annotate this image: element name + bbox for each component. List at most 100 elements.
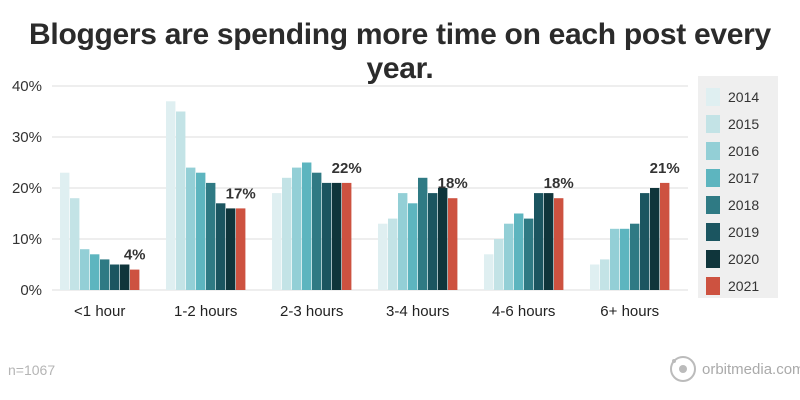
bar-2019: [110, 264, 120, 290]
bar-2014: [590, 264, 600, 290]
y-tick-label: 20%: [12, 180, 42, 197]
data-label: 4%: [124, 247, 146, 264]
bar-2018: [312, 172, 322, 290]
orbit-logo-icon: [670, 356, 696, 382]
bar-2015: [70, 198, 80, 290]
bar-2016: [504, 223, 514, 290]
legend-swatch: [706, 277, 720, 295]
bar-2017: [408, 203, 418, 290]
legend-item: 2020: [706, 246, 759, 272]
y-tick-label: 0%: [20, 282, 42, 299]
bar-2021: [130, 269, 140, 290]
bar-2016: [610, 228, 620, 290]
bar-2021: [660, 182, 670, 290]
legend-item: 2015: [706, 111, 759, 137]
legend-label: 2016: [728, 143, 760, 159]
category-label: 1-2 hours: [174, 303, 237, 320]
bar-2020: [438, 188, 448, 290]
bar-2021: [342, 182, 352, 290]
data-labels: 4% 17% 22% 18% 18% 21%: [124, 160, 680, 264]
legend-item: 2016: [706, 138, 759, 164]
grid-lines: [52, 85, 688, 291]
legend-swatch: [706, 169, 720, 187]
bar-2014: [166, 101, 176, 290]
bar-2017: [196, 172, 206, 290]
bar-2020: [650, 188, 660, 290]
bar-2017: [514, 213, 524, 290]
legend-label: 2014: [728, 89, 760, 105]
legend-item: 2017: [706, 165, 759, 191]
bar-2016: [80, 249, 90, 290]
bar-2020: [332, 182, 342, 290]
legend-label: 2020: [728, 251, 760, 267]
legend-label: 2017: [728, 170, 760, 186]
bar-2018: [524, 218, 534, 290]
bar-2018: [206, 182, 216, 290]
sample-size-note: n=1067: [8, 362, 56, 378]
category-label: 2-3 hours: [280, 303, 343, 320]
legend-swatch: [706, 250, 720, 268]
bar-2015: [282, 177, 292, 290]
category-labels: <1 hour 1-2 hours 2-3 hours 3-4 hours 4-6 ho…: [74, 303, 659, 320]
bar-2018: [418, 177, 428, 290]
legend: 2014 2015 2016 2017 2018 2019 2020 2021: [698, 76, 778, 298]
bar-2015: [388, 218, 398, 290]
bar-2016: [186, 167, 196, 290]
legend-swatch: [706, 115, 720, 133]
chart-title: Bloggers are spending more time on each …: [29, 18, 771, 85]
bar-2014: [60, 172, 70, 290]
category-label: 3-4 hours: [386, 303, 449, 320]
y-tick-label: 10%: [12, 231, 42, 248]
category-label: 6+ hours: [600, 303, 659, 320]
legend-label: 2015: [728, 116, 760, 132]
bar-2014: [272, 193, 282, 290]
bar-2019: [216, 203, 226, 290]
data-label: 21%: [650, 160, 680, 177]
brand-name: orbitmedia.com: [702, 360, 800, 378]
bar-2016: [292, 167, 302, 290]
bar-2021: [236, 208, 246, 290]
data-label: 17%: [226, 185, 256, 202]
bar-2015: [494, 239, 504, 290]
legend-swatch: [706, 223, 720, 241]
bar-2020: [544, 193, 554, 290]
bar-2015: [176, 111, 186, 290]
data-label: 18%: [544, 175, 574, 192]
bar-2014: [484, 254, 494, 290]
bar-2016: [398, 193, 408, 290]
category-label: <1 hour: [74, 303, 125, 320]
legend-swatch: [706, 88, 720, 106]
brand-logo: orbitmedia.com: [668, 354, 800, 384]
legend-label: 2018: [728, 197, 760, 213]
bar-2019: [534, 193, 544, 290]
bar-2021: [448, 198, 458, 290]
bar-2019: [322, 182, 332, 290]
bar-2019: [640, 193, 650, 290]
legend-item: 2018: [706, 192, 759, 218]
bar-2017: [620, 228, 630, 290]
legend-item: 2019: [706, 219, 759, 245]
legend-label: 2019: [728, 224, 760, 240]
legend-item: 2014: [706, 84, 759, 110]
data-label: 18%: [438, 175, 468, 192]
legend-label: 2021: [728, 278, 760, 294]
bar-2018: [630, 223, 640, 290]
bar-2015: [600, 259, 610, 290]
y-tick-label: 30%: [12, 129, 42, 146]
legend-item: 2021: [706, 273, 759, 299]
bar-2017: [90, 254, 100, 290]
category-label: 4-6 hours: [492, 303, 555, 320]
legend-swatch: [706, 142, 720, 160]
bar-2014: [378, 223, 388, 290]
bar-2021: [554, 198, 564, 290]
y-tick-label: 40%: [12, 78, 42, 95]
bars: [60, 101, 670, 290]
bar-2017: [302, 162, 312, 290]
y-axis-ticks: 0% 10% 20% 30% 40%: [12, 78, 42, 299]
data-label: 22%: [332, 160, 362, 177]
bar-2020: [120, 264, 130, 290]
bar-2020: [226, 208, 236, 290]
bar-2019: [428, 193, 438, 290]
